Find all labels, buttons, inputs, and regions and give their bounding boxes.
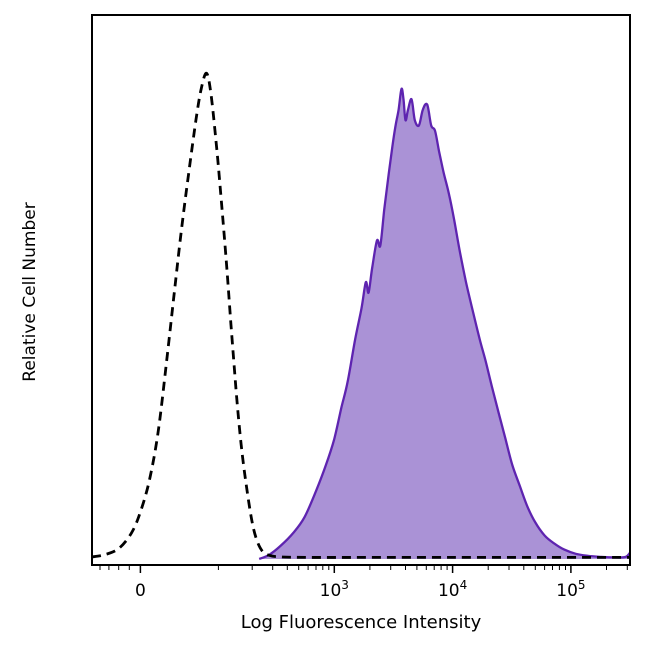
x-axis-label: Log Fluorescence Intensity bbox=[240, 612, 482, 633]
plot-border bbox=[91, 14, 631, 566]
x-tick-label: 103 bbox=[320, 578, 349, 601]
x-tick-label: 104 bbox=[438, 578, 467, 601]
sample-curve-fill bbox=[259, 88, 630, 559]
x-tick-label: 0 bbox=[135, 581, 146, 601]
x-tick-label: 105 bbox=[556, 578, 585, 601]
control-curve-outline bbox=[91, 71, 630, 559]
y-axis-label: Relative Cell Number bbox=[20, 202, 40, 382]
sample-curve-outline bbox=[258, 87, 631, 561]
